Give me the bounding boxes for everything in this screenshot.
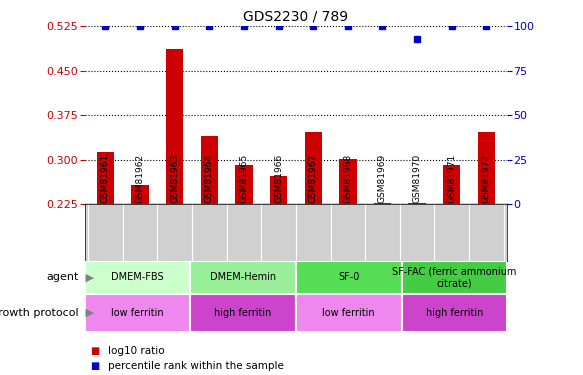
Bar [296,261,402,294]
Text: low ferritin: low ferritin [322,308,375,318]
Text: high ferritin: high ferritin [426,308,483,318]
Text: ▶: ▶ [82,273,94,282]
Text: growth protocol: growth protocol [0,308,79,318]
Text: low ferritin: low ferritin [111,308,164,318]
Bar [190,294,296,332]
Bar [270,177,287,338]
Title: GDS2230 / 789: GDS2230 / 789 [243,10,349,24]
Text: SF-0: SF-0 [338,273,359,282]
Bar [131,185,149,338]
Bar [97,152,114,338]
Text: ■: ■ [90,346,100,355]
Bar [236,165,252,338]
Bar [296,294,402,332]
Bar [339,159,356,338]
Bar [477,132,495,338]
Text: SF-FAC (ferric ammonium
citrate): SF-FAC (ferric ammonium citrate) [392,267,517,288]
Bar [201,136,218,338]
Bar [85,261,190,294]
Bar [166,49,183,338]
Text: DMEM-Hemin: DMEM-Hemin [210,273,276,282]
Text: agent: agent [46,273,79,282]
Bar [190,261,296,294]
Bar [409,202,426,338]
Bar [374,202,391,338]
Text: log10 ratio: log10 ratio [108,346,164,355]
Bar [402,261,507,294]
Text: DMEM-FBS: DMEM-FBS [111,273,164,282]
Text: high ferritin: high ferritin [215,308,272,318]
Text: ▶: ▶ [82,308,94,318]
Bar [443,165,461,338]
Text: ■: ■ [90,361,100,370]
Bar [304,132,322,338]
Text: percentile rank within the sample: percentile rank within the sample [108,361,284,370]
Bar [402,294,507,332]
Bar [85,294,190,332]
